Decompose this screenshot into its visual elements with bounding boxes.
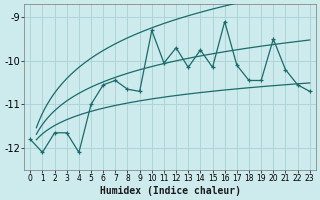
- X-axis label: Humidex (Indice chaleur): Humidex (Indice chaleur): [100, 186, 241, 196]
